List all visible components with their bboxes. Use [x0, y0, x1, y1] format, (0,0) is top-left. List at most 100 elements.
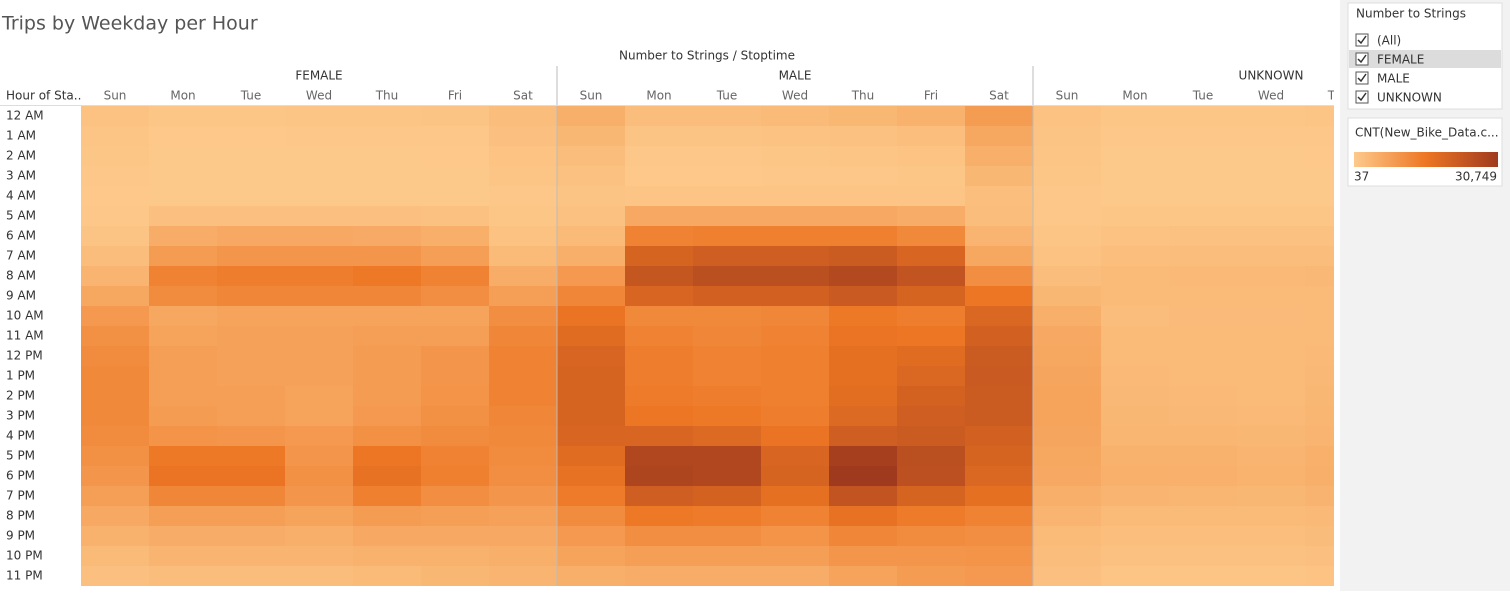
heat-cell: [81, 146, 149, 166]
heat-cell: [1305, 386, 1334, 406]
heat-cell: [761, 206, 829, 226]
heat-cell: [421, 286, 489, 306]
heat-cell: [1169, 326, 1237, 346]
heat-cell: [81, 526, 149, 546]
heat-cell: [761, 246, 829, 266]
heat-cell: [625, 406, 693, 426]
heat-cell: [965, 326, 1033, 346]
heat-cell: [217, 426, 285, 446]
heat-cell: [557, 546, 625, 566]
heat-cell: [489, 386, 557, 406]
heat-cell: [557, 126, 625, 146]
heat-cell: [421, 426, 489, 446]
row-label: 2 AM: [6, 149, 36, 163]
heat-cell: [1237, 566, 1305, 586]
day-label: Tue: [716, 89, 738, 103]
heat-cell: [897, 486, 965, 506]
heat-cell: [353, 226, 421, 246]
heat-cell: [353, 406, 421, 426]
heat-cell: [965, 406, 1033, 426]
heat-cell: [965, 346, 1033, 366]
heat-cell: [625, 506, 693, 526]
heat-cell: [965, 266, 1033, 286]
heat-cell: [1033, 486, 1101, 506]
heat-cell: [217, 166, 285, 186]
heat-cell: [1101, 306, 1169, 326]
checkbox[interactable]: [1355, 52, 1369, 66]
heat-cell: [1101, 126, 1169, 146]
heat-cell: [149, 226, 217, 246]
heat-cell: [625, 286, 693, 306]
heat-cell: [285, 206, 353, 226]
heat-cell: [897, 206, 965, 226]
heat-cell: [625, 426, 693, 446]
checkbox[interactable]: [1355, 71, 1369, 85]
heat-cell: [1169, 226, 1237, 246]
heat-cell: [217, 386, 285, 406]
heat-cell: [1237, 526, 1305, 546]
heat-cell: [217, 366, 285, 386]
heat-cell: [1305, 266, 1334, 286]
heat-cell: [149, 466, 217, 486]
heat-cell: [149, 206, 217, 226]
row-label: 5 AM: [6, 209, 36, 223]
heat-cell: [1169, 386, 1237, 406]
heat-cell: [557, 266, 625, 286]
filter-item[interactable]: MALE: [1377, 72, 1410, 86]
heat-cell: [285, 466, 353, 486]
heat-cell: [1305, 466, 1334, 486]
heat-cell: [489, 266, 557, 286]
heat-cell: [965, 226, 1033, 246]
heat-cell: [897, 286, 965, 306]
heat-cell: [489, 446, 557, 466]
heat-cell: [489, 226, 557, 246]
heat-cell: [829, 286, 897, 306]
heat-cell: [1033, 306, 1101, 326]
heat-cell: [353, 326, 421, 346]
heat-cell: [285, 566, 353, 586]
heat-cell: [217, 486, 285, 506]
heat-cell: [1101, 246, 1169, 266]
heat-cell: [1305, 106, 1334, 126]
heat-cell: [217, 446, 285, 466]
checkbox[interactable]: [1355, 33, 1369, 47]
checkmark: [1357, 92, 1367, 102]
row-label: 4 AM: [6, 189, 36, 203]
heat-cell: [81, 386, 149, 406]
heat-cell: [1101, 226, 1169, 246]
heat-cell: [557, 506, 625, 526]
heat-cell: [81, 466, 149, 486]
heat-cell: [1237, 146, 1305, 166]
color-ramp: [1354, 152, 1498, 167]
heat-cell: [217, 466, 285, 486]
heat-cell: [81, 106, 149, 126]
heat-cell: [81, 546, 149, 566]
filter-item[interactable]: FEMALE: [1377, 53, 1424, 67]
heat-cell: [1237, 386, 1305, 406]
checkbox[interactable]: [1355, 90, 1369, 104]
heat-cell: [557, 386, 625, 406]
heat-cell: [1033, 126, 1101, 146]
heat-cell: [1237, 166, 1305, 186]
heat-cell: [489, 126, 557, 146]
day-label: Thu: [1327, 89, 1351, 103]
heat-cell: [1101, 266, 1169, 286]
heat-cell: [1305, 166, 1334, 186]
heat-cell: [1305, 546, 1334, 566]
heat-cell: [81, 226, 149, 246]
heat-cell: [693, 486, 761, 506]
heat-cell: [693, 206, 761, 226]
heat-cell: [897, 246, 965, 266]
heat-cell: [557, 166, 625, 186]
row-label: 3 PM: [6, 409, 35, 423]
heat-cell: [557, 526, 625, 546]
heat-cell: [285, 346, 353, 366]
heat-cell: [1101, 346, 1169, 366]
heat-cell: [693, 306, 761, 326]
heat-cell: [965, 166, 1033, 186]
heat-cell: [1101, 566, 1169, 586]
filter-item[interactable]: (All): [1377, 34, 1401, 48]
column-header: Number to Strings / Stoptime: [619, 49, 795, 63]
filter-item[interactable]: UNKNOWN: [1377, 91, 1442, 105]
heat-cell: [1169, 126, 1237, 146]
